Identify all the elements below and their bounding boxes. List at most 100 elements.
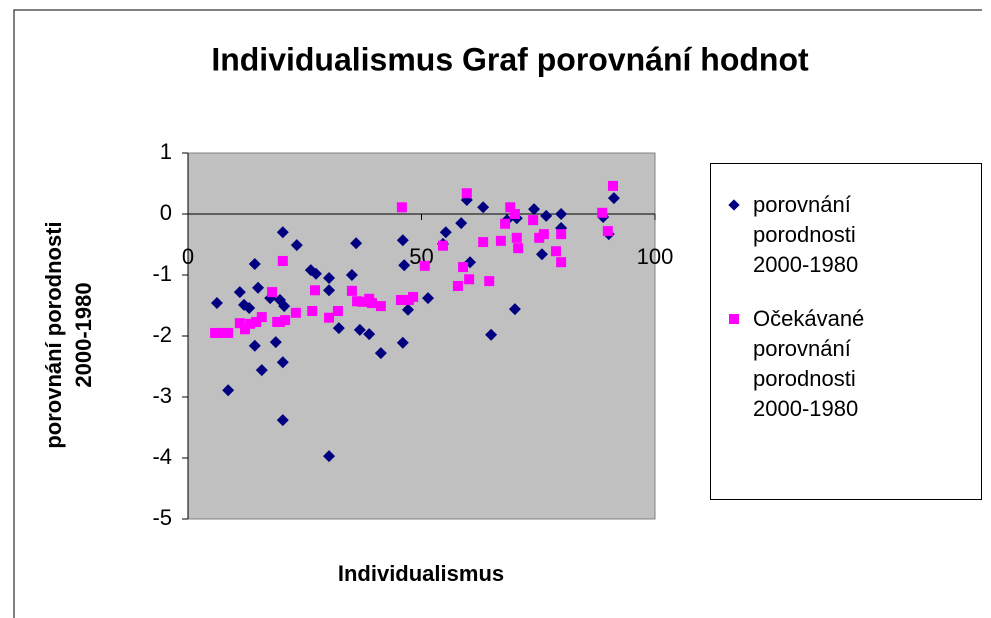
point [276,226,289,239]
point [597,207,608,218]
point [437,240,448,251]
chart-frame [13,9,982,618]
point [233,286,246,299]
point [243,301,256,314]
point [239,324,250,335]
point [223,327,234,338]
point [550,246,561,257]
point [278,300,291,313]
point [210,297,223,310]
point [396,202,407,213]
y-tick-label: -1 [152,261,172,286]
point [222,384,235,397]
point [309,267,322,280]
point [511,232,522,243]
point [251,316,262,327]
point [452,280,463,291]
point [439,226,452,239]
y-tick-label: 0 [160,200,172,225]
point [513,243,524,254]
point [485,328,498,341]
point [408,291,419,302]
point [345,269,358,281]
point [505,202,516,213]
point [458,262,469,273]
point [332,322,345,335]
point [248,258,261,271]
point [323,284,336,297]
point [464,274,475,285]
point [374,347,387,360]
legend-item: porovnání porodnosti 2000-1980 [711,190,913,280]
point [310,285,321,296]
x-tick-label: 0 [182,244,194,269]
point [332,305,343,316]
point [500,218,511,229]
y-tick-label: -5 [152,505,172,530]
point [556,257,567,268]
point [422,292,435,305]
point [461,188,472,199]
point [363,328,376,341]
point [540,209,553,222]
point [508,303,521,316]
legend-symbol [729,314,739,324]
point [255,364,268,377]
legend-label: porovnání porodnosti 2000-1980 [753,192,859,277]
point [375,301,386,312]
point [324,312,335,323]
point [256,312,267,323]
point [210,327,221,338]
x-axis-label: Individualismus [338,561,504,586]
point [248,339,261,352]
point [352,296,363,307]
y-axis-label: porovnání porodnosti 2000-1980 [41,221,96,449]
point [528,203,541,216]
point [357,296,368,307]
point [555,208,568,220]
legend-symbol [728,199,740,211]
point [290,239,303,252]
point [277,255,288,266]
point [346,285,357,296]
x-tick-label: 100 [637,244,674,269]
point [602,226,613,237]
legend-item: Očekávané porovnání porodnosti 2000-1980 [711,304,913,424]
y-tick-label: -2 [152,322,172,347]
point [401,303,414,316]
point [419,260,430,271]
point [398,259,411,272]
point [509,209,520,219]
point [538,229,549,240]
y-tick-label: -3 [152,383,172,408]
point [495,235,506,246]
point [323,450,336,463]
point [252,281,265,294]
point [269,336,282,349]
point [307,305,318,316]
point [478,237,489,248]
point [234,318,245,329]
point [528,215,539,226]
point [245,318,256,329]
point [280,315,291,326]
point [353,323,366,336]
point [366,298,377,309]
legend: porovnání porodnosti 2000-1980 Očekávané … [710,163,982,500]
y-tick-label: 1 [160,139,172,164]
point [477,201,490,214]
point [484,276,495,287]
point [396,234,409,247]
point [455,217,468,230]
point [267,287,278,298]
point [396,336,409,349]
point [607,192,620,205]
point [323,272,336,285]
point [216,327,227,338]
point [276,356,289,369]
plot-area [187,152,656,520]
point [395,295,406,306]
point [350,237,363,250]
